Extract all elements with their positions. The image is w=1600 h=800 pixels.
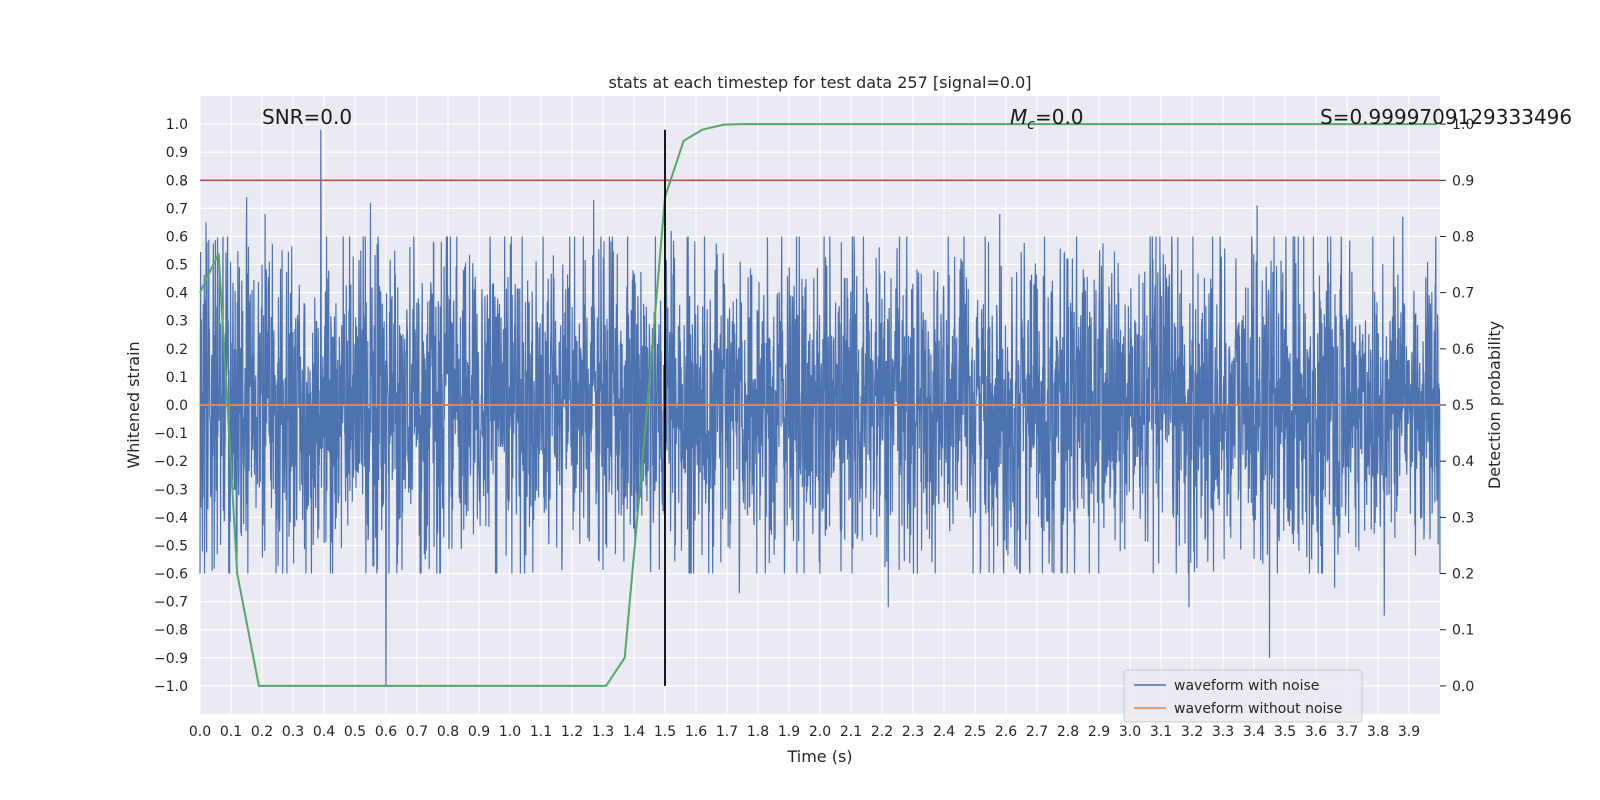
legend-label-noise: waveform with noise: [1174, 678, 1319, 694]
y-tick-label: 0.4: [166, 286, 188, 302]
x-tick-label: 1.3: [592, 724, 614, 740]
y2-axis-label: Detection probability: [1485, 321, 1504, 489]
y-tick-label: 0.0: [166, 398, 188, 414]
x-tick-label: 2.7: [1026, 724, 1048, 740]
x-tick-label: 0.1: [220, 724, 242, 740]
y-tick-label: 0.3: [166, 314, 188, 330]
series-waveform-with-noise: [199, 129, 1441, 686]
y2-tick-label: 0.9: [1452, 173, 1474, 189]
x-tick-label: 2.6: [995, 724, 1017, 740]
y-tick-label: 1.0: [166, 117, 188, 133]
y-tick-label: 0.9: [166, 145, 188, 161]
y-tick-label: −0.8: [154, 623, 188, 639]
x-tick-label: 0.6: [375, 724, 397, 740]
y-tick-label: 0.2: [166, 342, 188, 358]
x-tick-label: 2.4: [933, 724, 955, 740]
annotation-mc-sub: c: [1027, 117, 1035, 133]
x-tick-label: 1.8: [747, 724, 769, 740]
x-tick-label: 1.0: [499, 724, 521, 740]
x-tick-label: 2.9: [1088, 724, 1110, 740]
x-tick-label: 3.8: [1367, 724, 1389, 740]
x-tick-label: 0.5: [344, 724, 366, 740]
x-tick-label: 3.6: [1305, 724, 1327, 740]
x-tick-label: 0.0: [189, 724, 211, 740]
x-tick-label: 0.4: [313, 724, 335, 740]
x-tick-label: 3.2: [1181, 724, 1203, 740]
y2-tick-label: 0.5: [1452, 398, 1474, 414]
y-tick-label: 0.1: [166, 370, 188, 386]
x-tick-label: 1.1: [530, 724, 552, 740]
x-tick-label: 3.9: [1398, 724, 1420, 740]
y-tick-label: 0.7: [166, 201, 188, 217]
x-tick-label: 3.5: [1274, 724, 1296, 740]
y2-tick-label: 0.6: [1452, 342, 1474, 358]
x-tick-label: 2.1: [840, 724, 862, 740]
y2-tick-label: 0.7: [1452, 286, 1474, 302]
legend-frame: [1123, 669, 1363, 723]
line-waveform-with-noise: [199, 129, 1441, 686]
x-tick-label: 2.2: [871, 724, 893, 740]
y-tick-label: −1.0: [154, 679, 188, 695]
line-detection-probability: [199, 123, 1437, 687]
y2-axis-ticks: 1.0 0.9 0.8 0.7 0.6 0.5 0.4 0.3 0.2 0.1 0.0: [1440, 117, 1474, 695]
x-tick-label: 2.5: [964, 724, 986, 740]
x-tick-label: 1.6: [685, 724, 707, 740]
x-tick-label: 2.8: [1057, 724, 1079, 740]
x-axis-ticks: 0.0 0.1 0.2 0.3 0.4 0.5 0.6 0.7 0.8 0.9 1.0 1.1 1.2 1…: [189, 724, 1420, 740]
y2-tick-label: 0.2: [1452, 567, 1474, 583]
y2-tick-label: 0.3: [1452, 510, 1474, 526]
y-tick-label: −0.2: [154, 454, 188, 470]
y-tick-label: 0.5: [166, 258, 188, 274]
x-axis-label: Time (s): [786, 747, 852, 766]
x-tick-label: 3.0: [1119, 724, 1141, 740]
y2-tick-label: 0.1: [1452, 623, 1474, 639]
x-tick-label: 1.9: [778, 724, 800, 740]
y-tick-label: −0.1: [154, 426, 188, 442]
y-axis-label: Whitened strain: [124, 341, 143, 468]
y-tick-label: −0.7: [154, 595, 188, 611]
annotation-mc: Mc=0.0: [1010, 105, 1084, 133]
annotation-mc-value: =0.0: [1035, 105, 1084, 129]
x-tick-label: 0.7: [406, 724, 428, 740]
y-tick-label: −0.3: [154, 482, 188, 498]
x-tick-label: 1.5: [654, 724, 676, 740]
x-tick-label: 2.0: [809, 724, 831, 740]
x-tick-label: 1.2: [561, 724, 583, 740]
y-tick-label: −0.6: [154, 567, 188, 583]
x-tick-label: 3.1: [1150, 724, 1172, 740]
legend: waveform with noise waveform without noi…: [1123, 669, 1363, 723]
x-tick-label: 3.4: [1243, 724, 1265, 740]
y-tick-label: −0.4: [154, 510, 188, 526]
x-tick-label: 3.7: [1336, 724, 1358, 740]
y-tick-label: 0.8: [166, 173, 188, 189]
x-tick-label: 0.2: [251, 724, 273, 740]
annotation-mc-symbol: M: [1010, 105, 1027, 129]
threshold-lines: [200, 179, 1440, 406]
annotation-s: S=0.9999709129333496: [1320, 105, 1572, 129]
y-tick-label: −0.9: [154, 651, 188, 667]
x-tick-label: 0.9: [468, 724, 490, 740]
series-detection-probability: [199, 123, 1437, 687]
y-tick-label: 0.6: [166, 229, 188, 245]
x-tick-label: 3.3: [1212, 724, 1234, 740]
y2-tick-label: 0.0: [1452, 679, 1474, 695]
y2-tick-label: 0.4: [1452, 454, 1474, 470]
x-tick-label: 2.3: [902, 724, 924, 740]
y-axis-ticks: 1.0 0.9 0.8 0.7 0.6 0.5 0.4 0.3 0.2 0.1 0.0 −0.1 −0.…: [154, 117, 188, 695]
x-tick-label: 0.3: [282, 724, 304, 740]
annotation-snr: SNR=0.0: [262, 105, 352, 129]
y2-tick-label: 1.0: [1452, 117, 1474, 133]
x-tick-label: 1.4: [623, 724, 645, 740]
chart-title: stats at each timestep for test data 257…: [608, 73, 1031, 92]
x-tick-label: 1.7: [716, 724, 738, 740]
y-tick-label: −0.5: [154, 538, 188, 554]
legend-label-clean: waveform without noise: [1174, 701, 1342, 717]
x-tick-label: 0.8: [437, 724, 459, 740]
y2-tick-label: 0.8: [1452, 229, 1474, 245]
